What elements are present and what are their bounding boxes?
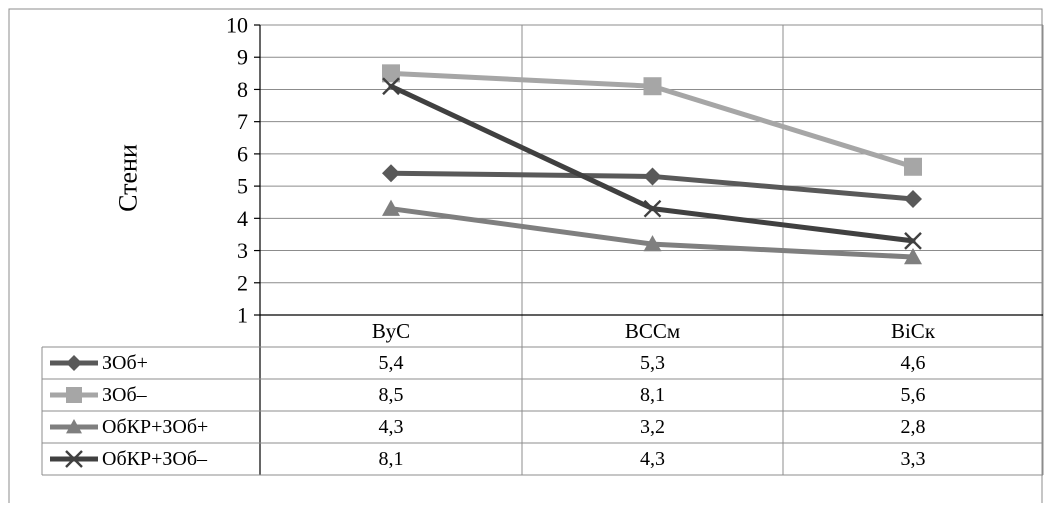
x-marker-stroke xyxy=(65,450,83,468)
diamond-marker xyxy=(382,164,400,183)
square-marker xyxy=(382,64,400,83)
chart-frame xyxy=(8,8,1043,508)
category-label: ВуС xyxy=(372,319,410,343)
data-cell-label: 4,3 xyxy=(379,416,404,438)
data-cell-label: 4,3 xyxy=(640,448,665,470)
x-marker xyxy=(382,77,400,96)
triangle-marker xyxy=(904,248,922,265)
y-axis-label: Стени xyxy=(114,144,143,212)
category-label: ВССм xyxy=(625,319,680,343)
x-marker-stroke xyxy=(382,77,400,96)
data-cell-label: 2,8 xyxy=(901,416,926,438)
legend-label: ОбКР+ЗОб+ xyxy=(102,416,208,438)
diamond-marker xyxy=(66,355,82,371)
x-marker-stroke xyxy=(643,199,662,218)
legend-label: ЗОб– xyxy=(102,384,148,406)
x-marker-stroke xyxy=(904,232,922,250)
triangle-marker xyxy=(643,235,662,252)
y-tick-label: 4 xyxy=(237,206,248,231)
data-cell-label: 8,1 xyxy=(640,384,665,406)
triangle-marker xyxy=(66,419,82,434)
y-tick-label: 3 xyxy=(237,238,248,263)
square-marker xyxy=(66,387,82,403)
x-marker xyxy=(643,199,662,218)
data-cell-label: 4,6 xyxy=(901,352,926,374)
diamond-marker xyxy=(643,167,662,186)
category-label: ВіСк xyxy=(891,319,936,343)
data-cell-label: 5,4 xyxy=(379,352,404,374)
legend-label: ОбКР+ЗОб– xyxy=(102,448,208,470)
data-cell-label: 5,6 xyxy=(901,384,926,406)
y-tick-label: 1 xyxy=(237,303,248,328)
y-tick-label: 7 xyxy=(237,109,248,134)
y-tick-label: 2 xyxy=(237,270,248,295)
y-tick-label: 8 xyxy=(237,77,248,102)
x-marker xyxy=(65,450,83,468)
triangle-marker xyxy=(382,199,400,216)
data-cell-label: 3,3 xyxy=(901,448,926,470)
data-cell-label: 5,3 xyxy=(640,352,665,374)
diamond-marker xyxy=(904,190,922,208)
square-marker xyxy=(643,77,662,96)
y-tick-label: 9 xyxy=(237,45,248,70)
y-tick-label: 6 xyxy=(237,141,248,166)
square-marker xyxy=(904,157,922,176)
data-cell-label: 8,5 xyxy=(379,384,404,406)
data-cell-label: 3,2 xyxy=(640,416,665,438)
y-tick-label: 5 xyxy=(237,174,248,199)
data-cell-label: 8,1 xyxy=(379,448,404,470)
x-marker xyxy=(904,232,922,250)
y-tick-label: 10 xyxy=(226,13,248,38)
legend-label: ЗОб+ xyxy=(102,352,148,374)
